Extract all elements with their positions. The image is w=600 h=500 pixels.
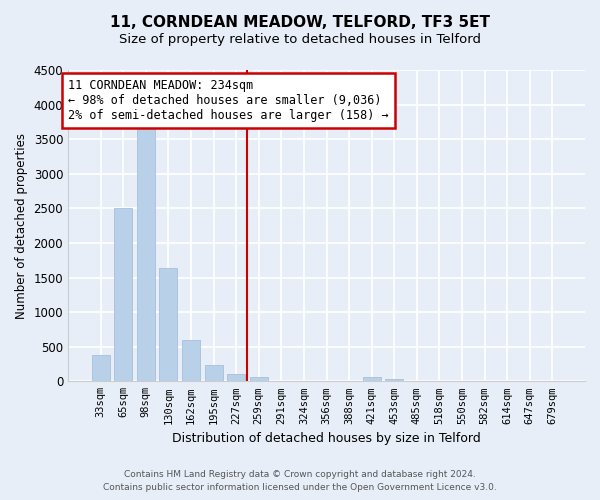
Bar: [137, 124, 155, 382]
Bar: [92, 355, 110, 382]
Text: Contains HM Land Registry data © Crown copyright and database right 2024.
Contai: Contains HM Land Registry data © Crown c…: [103, 470, 497, 492]
Bar: [114, 208, 132, 382]
Bar: [205, 364, 223, 382]
Text: 11, CORNDEAN MEADOW, TELFORD, TF3 5ET: 11, CORNDEAN MEADOW, TELFORD, TF3 5ET: [110, 15, 490, 30]
Text: Size of property relative to detached houses in Telford: Size of property relative to detached ho…: [119, 32, 481, 46]
Bar: [362, 377, 381, 382]
Bar: [227, 374, 245, 382]
Y-axis label: Number of detached properties: Number of detached properties: [15, 132, 28, 318]
X-axis label: Distribution of detached houses by size in Telford: Distribution of detached houses by size …: [172, 432, 481, 445]
Bar: [182, 340, 200, 382]
Bar: [160, 268, 178, 382]
Text: 11 CORNDEAN MEADOW: 234sqm
← 98% of detached houses are smaller (9,036)
2% of se: 11 CORNDEAN MEADOW: 234sqm ← 98% of deta…: [68, 80, 389, 122]
Bar: [250, 377, 268, 382]
Bar: [385, 379, 403, 382]
